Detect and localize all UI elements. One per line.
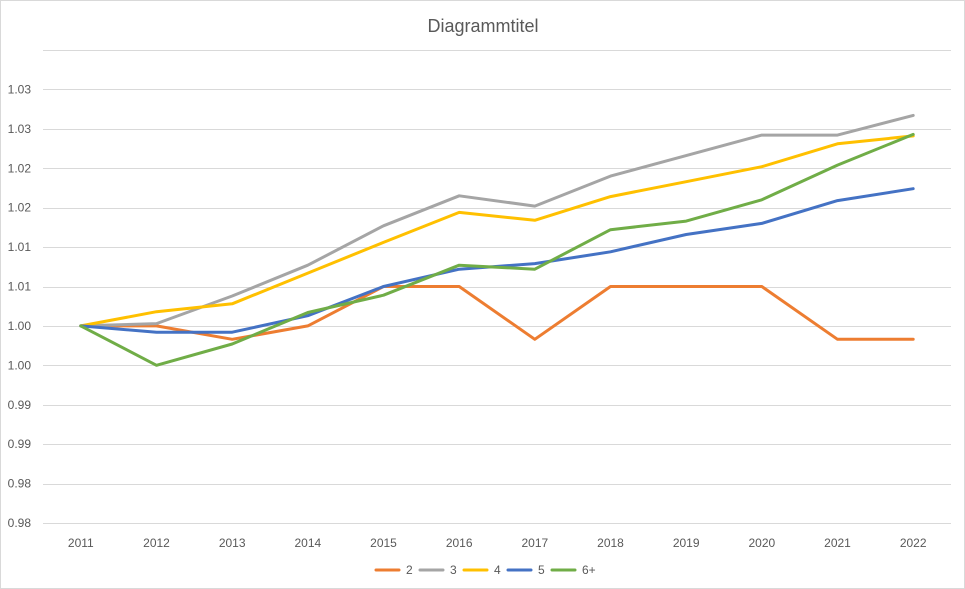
series-lines bbox=[79, 113, 915, 367]
legend-label: 6+ bbox=[582, 563, 596, 577]
legend: 2 3 4 5 6+ bbox=[374, 563, 596, 577]
y-tick-label: 1.03 bbox=[8, 122, 32, 136]
y-axis-ticks: 0.98 0.98 0.99 0.99 1.00 1.00 1.01 1.01 1.02 1.02… bbox=[8, 82, 32, 530]
y-tick-label: 1.01 bbox=[8, 280, 32, 294]
series-line-2 bbox=[79, 285, 915, 341]
series-line-4 bbox=[79, 134, 915, 328]
y-tick-label: 1.01 bbox=[8, 240, 32, 254]
y-tick-label: 0.98 bbox=[8, 516, 32, 530]
legend-label: 3 bbox=[450, 563, 457, 577]
series-line-6plus bbox=[79, 132, 915, 367]
x-tick-label: 2012 bbox=[143, 536, 170, 550]
series-line-3 bbox=[79, 113, 915, 328]
x-tick-label: 2016 bbox=[446, 536, 473, 550]
x-axis-ticks: 2011 2012 2013 2014 2015 2016 2017 2018 2019 2020… bbox=[68, 536, 927, 550]
y-tick-label: 1.02 bbox=[8, 161, 32, 175]
legend-label: 4 bbox=[494, 563, 501, 577]
y-tick-label: 0.99 bbox=[8, 437, 32, 451]
x-tick-label: 2013 bbox=[219, 536, 246, 550]
chart-title: Diagrammtitel bbox=[427, 16, 538, 36]
x-tick-label: 2017 bbox=[521, 536, 548, 550]
x-tick-label: 2022 bbox=[900, 536, 927, 550]
x-tick-label: 2019 bbox=[673, 536, 700, 550]
x-tick-label: 2021 bbox=[824, 536, 851, 550]
x-tick-label: 2014 bbox=[294, 536, 321, 550]
y-tick-label: 1.00 bbox=[8, 319, 32, 333]
series-line-5 bbox=[79, 187, 915, 334]
y-tick-label: 0.98 bbox=[8, 477, 32, 491]
y-tick-label: 1.03 bbox=[8, 82, 32, 96]
y-tick-label: 1.02 bbox=[8, 201, 32, 215]
legend-label: 2 bbox=[406, 563, 413, 577]
y-tick-label: 0.99 bbox=[8, 398, 32, 412]
x-tick-label: 2015 bbox=[370, 536, 397, 550]
x-tick-label: 2011 bbox=[68, 536, 94, 550]
x-tick-label: 2020 bbox=[748, 536, 775, 550]
gridlines bbox=[43, 50, 951, 524]
x-tick-label: 2018 bbox=[597, 536, 624, 550]
y-tick-label: 1.00 bbox=[8, 358, 32, 372]
legend-label: 5 bbox=[538, 563, 545, 577]
